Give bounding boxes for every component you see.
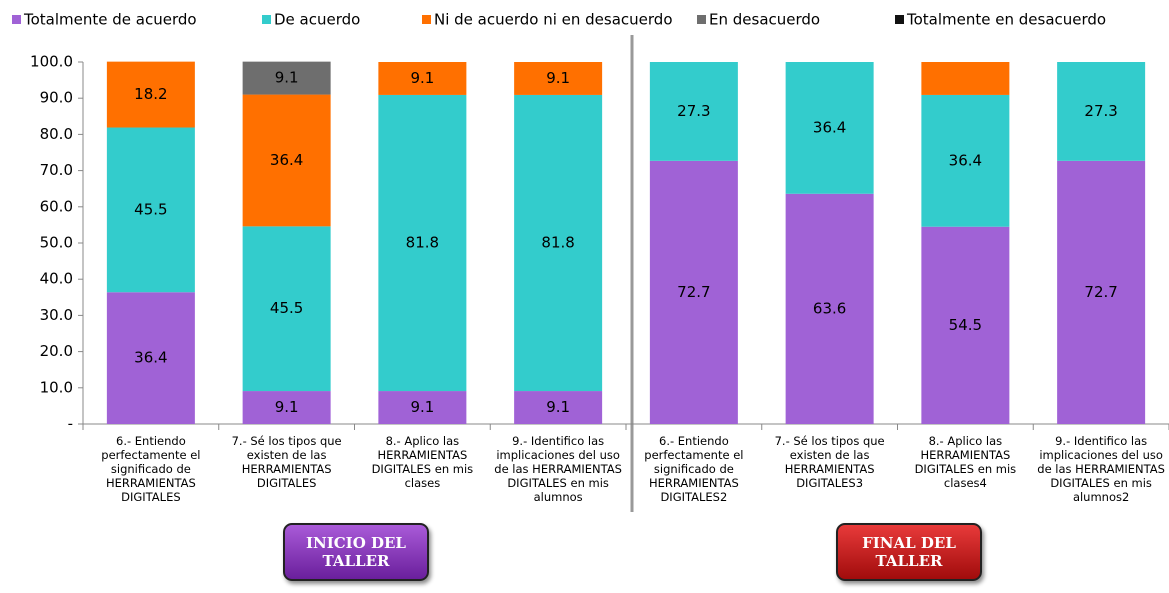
bar-segment [921,62,1010,95]
x-tick-label: 8.- Aplico las HERRAMIENTAS DIGITALES en… [914,434,1017,490]
bar-segment [649,62,738,161]
data-label: 9.1 [546,398,570,416]
legend-label: En desacuerdo [709,11,820,29]
data-label: 27.3 [677,102,710,120]
legend-label: Ni de acuerdo ni en desacuerdo [434,11,673,29]
bar-segment [378,94,467,392]
data-label: 54.5 [949,316,982,334]
y-tick-label: 90.0 [40,89,73,107]
y-tick-label: 30.0 [40,306,73,324]
x-tick-label: 7.- Sé los tipos que existen de las HERR… [774,434,885,490]
data-label: 63.6 [813,299,846,317]
x-tick-label: 8.- Aplico las HERRAMIENTAS DIGITALES en… [371,434,474,490]
legend-swatch [697,15,706,24]
x-tick-label: 7.- Sé los tipos que existen de las HERR… [231,434,342,490]
bar-segment [921,94,1010,227]
bar-segment [785,62,874,194]
bar-segment [514,62,603,95]
x-tick-label: 9.- Identifico las implicaciones del uso… [494,434,622,504]
annotation-button: FINAL DEL TALLER [836,523,982,581]
legend-label: Totalmente en desacuerdo [906,11,1106,29]
bar-segment [514,391,603,424]
y-tick-label: - [68,415,73,433]
y-tick-label: 100.0 [30,53,73,71]
bar-segment [242,61,331,95]
legend-label: Totalmente de acuerdo [23,11,197,29]
data-label: 81.8 [541,234,574,252]
bar-segment [106,292,195,424]
y-tick-label: 80.0 [40,125,73,143]
data-label: 36.4 [813,118,846,136]
legend-label: De acuerdo [274,11,360,29]
bar-segment [1057,62,1146,161]
data-label: 81.8 [406,234,439,252]
bar-segment [1057,160,1146,425]
data-label: 9.1 [410,69,434,87]
y-tick-label: 10.0 [40,378,73,396]
bar-segment [921,226,1010,424]
bar-segment [106,61,195,128]
bar-segment [378,62,467,95]
bar-segment [785,193,874,424]
data-label: 45.5 [270,299,303,317]
x-tick-label: 6.- Entiendo perfectamente el significad… [644,434,744,504]
bar-segment [514,94,603,392]
bar-segment [106,127,195,293]
data-label: 72.7 [1084,283,1117,301]
data-label: 72.7 [677,283,710,301]
x-tick-label: 9.- Identifico las implicaciones del uso… [1037,434,1165,504]
legend-swatch [895,15,904,24]
x-tick-label: 6.- Entiendo perfectamente el significad… [101,434,201,504]
bar-segment [378,391,467,424]
legend-swatch [12,15,21,24]
data-label: 9.1 [546,69,570,87]
legend-swatch [422,15,431,24]
y-tick-label: 60.0 [40,197,73,215]
data-label: 9.1 [275,398,299,416]
y-tick-label: 40.0 [40,270,73,288]
data-label: 9.1 [275,69,299,87]
data-label: 27.3 [1084,102,1117,120]
bar-segment [649,160,738,425]
bar-segment [242,226,331,392]
bar-segment [242,391,331,424]
data-label: 36.4 [134,349,167,367]
annotation-button: INICIO DEL TALLER [283,523,429,581]
y-tick-label: 70.0 [40,161,73,179]
data-label: 45.5 [134,200,167,218]
data-label: 36.4 [949,151,982,169]
legend-swatch [262,15,271,24]
data-label: 18.2 [134,85,167,103]
y-tick-label: 20.0 [40,342,73,360]
data-label: 36.4 [270,151,303,169]
bar-segment [242,94,331,227]
y-tick-label: 50.0 [40,234,73,252]
data-label: 9.1 [410,398,434,416]
